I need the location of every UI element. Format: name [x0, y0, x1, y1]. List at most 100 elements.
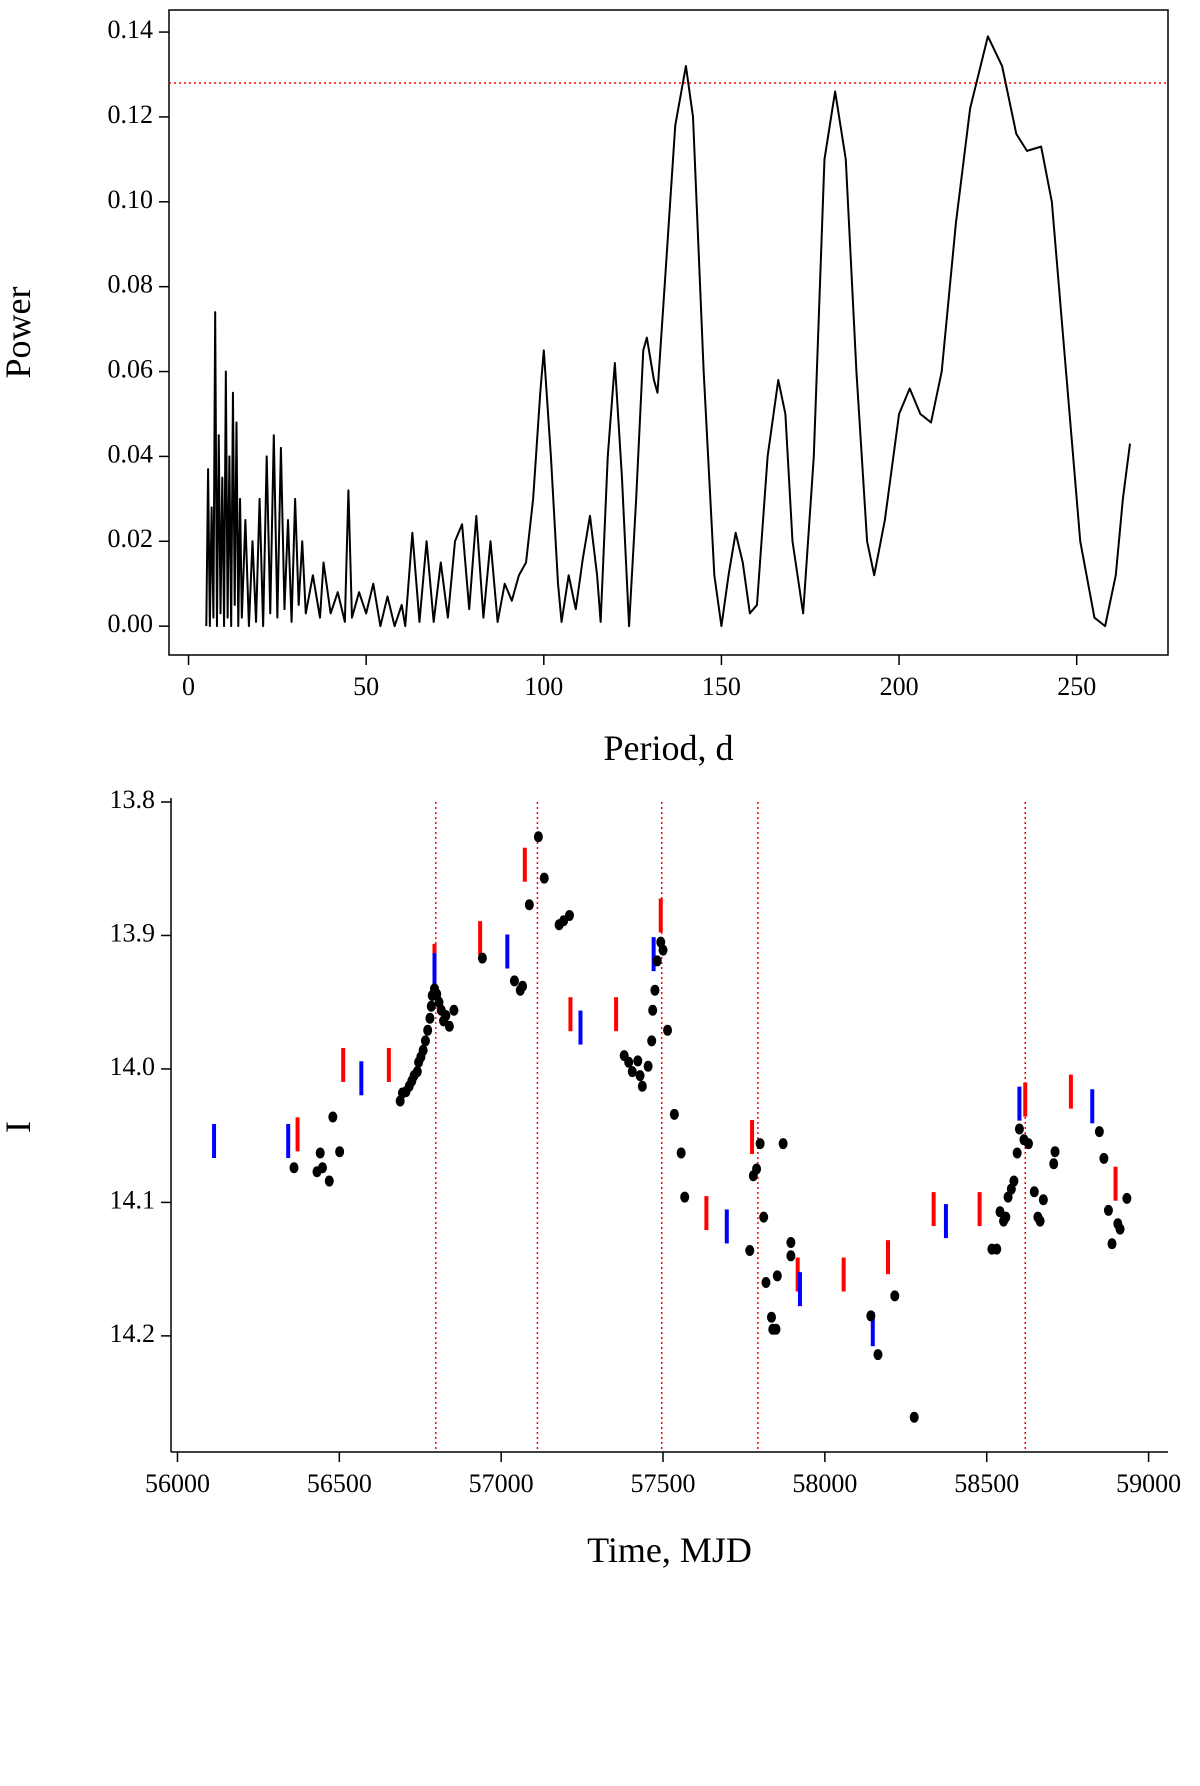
data-point	[643, 1060, 653, 1072]
data-point	[866, 1310, 876, 1322]
plot-frame	[168, 9, 1169, 656]
data-point	[786, 1236, 796, 1248]
data-point	[772, 1270, 782, 1282]
data-point	[1012, 1147, 1022, 1159]
y-tick-label: 0.06	[108, 355, 154, 384]
data-point	[778, 1138, 788, 1150]
data-point	[652, 955, 662, 967]
data-point	[755, 1138, 765, 1150]
y-tick-label: 0.02	[108, 524, 154, 553]
data-point	[786, 1250, 796, 1262]
data-point	[1050, 1146, 1060, 1158]
data-point	[444, 1020, 454, 1032]
data-point	[627, 1066, 637, 1078]
x-tick-label: 59000	[1116, 1469, 1181, 1498]
data-point	[771, 1323, 781, 1335]
y-tick-label: 13.9	[110, 918, 156, 947]
x-tick-label: 56000	[145, 1469, 210, 1498]
data-point	[663, 1024, 673, 1036]
data-point	[669, 1108, 679, 1120]
data-point	[1115, 1223, 1125, 1235]
data-point	[328, 1111, 338, 1123]
power-curve	[205, 35, 1131, 628]
x-tick-label: 57000	[469, 1469, 534, 1498]
data-point	[676, 1147, 686, 1159]
data-point	[680, 1191, 690, 1203]
data-point	[647, 1035, 657, 1047]
data-point	[658, 944, 668, 956]
data-point	[1094, 1126, 1104, 1138]
x-tick-label: 58000	[792, 1469, 857, 1498]
x-axis-label: Period, d	[604, 728, 734, 768]
data-point	[752, 1163, 762, 1175]
data-point	[449, 1004, 459, 1016]
data-point	[1099, 1152, 1109, 1164]
data-point	[564, 909, 574, 921]
data-point	[633, 1055, 643, 1067]
data-point	[518, 980, 528, 992]
data-point	[1038, 1194, 1048, 1206]
data-point	[317, 1162, 327, 1174]
y-tick-label: 0.10	[108, 185, 154, 214]
data-point	[648, 1004, 658, 1016]
y-axis-label: Power	[0, 287, 38, 379]
data-point	[423, 1024, 433, 1036]
data-point	[425, 1012, 435, 1024]
y-tick-label: 14.0	[110, 1052, 156, 1081]
x-tick-label: 200	[880, 672, 919, 701]
data-point	[426, 1000, 436, 1012]
data-point	[412, 1066, 422, 1078]
data-point	[992, 1243, 1002, 1255]
x-tick-label: 0	[182, 672, 195, 701]
y-tick-label: 0.12	[108, 100, 154, 129]
data-point	[315, 1147, 325, 1159]
y-tick-label: 0.00	[108, 609, 154, 638]
y-axis-label: I	[0, 1121, 38, 1133]
data-point	[420, 1035, 430, 1047]
y-tick-label: 14.1	[110, 1185, 156, 1214]
data-point	[1122, 1192, 1132, 1204]
data-point	[539, 872, 549, 884]
data-point	[890, 1290, 900, 1302]
data-point	[1049, 1158, 1059, 1170]
y-tick-label: 13.8	[110, 785, 156, 814]
y-tick-label: 0.14	[108, 15, 154, 44]
data-point	[441, 1010, 451, 1022]
y-tick-label: 0.04	[108, 439, 154, 468]
data-point	[1023, 1138, 1033, 1150]
x-axis-label: Time, MJD	[587, 1530, 752, 1570]
data-point	[759, 1211, 769, 1223]
x-tick-label: 100	[524, 672, 563, 701]
data-point	[324, 1175, 334, 1187]
data-point	[761, 1276, 771, 1288]
data-point	[335, 1146, 345, 1158]
data-point	[650, 984, 660, 996]
x-tick-label: 50	[353, 672, 379, 701]
data-point	[509, 975, 519, 987]
data-point	[289, 1162, 299, 1174]
x-tick-label: 58500	[954, 1469, 1019, 1498]
data-point	[637, 1080, 647, 1092]
x-tick-label: 57500	[631, 1469, 696, 1498]
data-point	[1107, 1238, 1117, 1250]
y-tick-label: 14.2	[110, 1319, 156, 1348]
data-point	[745, 1244, 755, 1256]
data-point	[418, 1044, 428, 1056]
data-point	[1035, 1215, 1045, 1227]
data-point	[873, 1349, 883, 1361]
data-point	[766, 1311, 776, 1323]
x-tick-label: 250	[1057, 672, 1096, 701]
data-point	[909, 1411, 919, 1423]
data-point	[1009, 1175, 1019, 1187]
data-point	[624, 1056, 634, 1068]
y-tick-label: 0.08	[108, 270, 154, 299]
data-point	[1029, 1186, 1039, 1198]
data-point	[524, 899, 534, 911]
x-tick-label: 56500	[307, 1469, 372, 1498]
data-point	[635, 1070, 645, 1082]
data-point	[1001, 1211, 1011, 1223]
data-point	[1103, 1204, 1113, 1216]
x-tick-label: 150	[702, 672, 741, 701]
data-point	[1014, 1123, 1024, 1135]
